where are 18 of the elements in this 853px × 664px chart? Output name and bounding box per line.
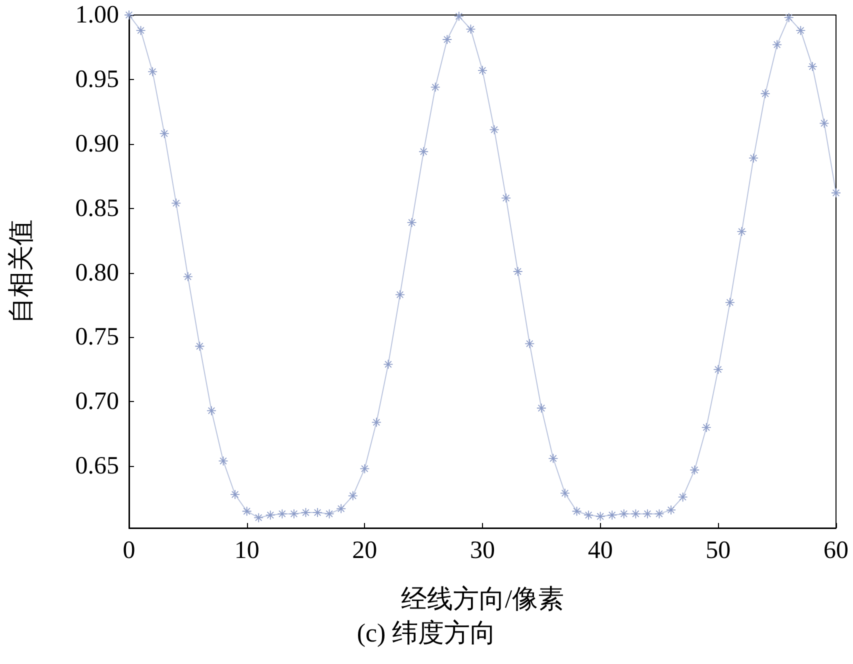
x-tick-label: 50 bbox=[706, 537, 731, 564]
x-tick-label: 60 bbox=[824, 537, 848, 564]
y-tick-label: 0.90 bbox=[75, 130, 119, 158]
text: (c) 纬度方向 bbox=[356, 618, 496, 648]
x-tick-label: 40 bbox=[588, 537, 613, 564]
x-tick-label: 10 bbox=[234, 537, 260, 564]
y-tick-label: 0.95 bbox=[75, 66, 119, 93]
y-tick-label: 0.65 bbox=[75, 452, 119, 480]
y-tick-label: 0.85 bbox=[75, 194, 119, 222]
y-axis-title: 自相关值 bbox=[6, 220, 36, 324]
y-tick-label: 0.80 bbox=[75, 259, 119, 286]
y-tick-label: 0.75 bbox=[75, 324, 119, 351]
x-tick-label: 20 bbox=[352, 537, 378, 564]
x-tick-label: 30 bbox=[470, 537, 495, 564]
y-tick-label: 0.70 bbox=[75, 388, 119, 416]
y-tick-label: 1.00 bbox=[75, 2, 119, 28]
x-tick-label: 0 bbox=[122, 537, 136, 564]
x-axis-title: 经线方向/像素 bbox=[400, 584, 564, 614]
